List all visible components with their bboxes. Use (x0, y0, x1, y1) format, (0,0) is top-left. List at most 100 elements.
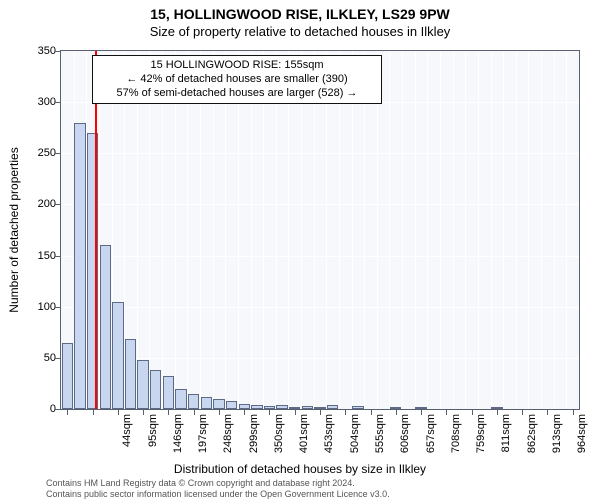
bar (226, 401, 237, 409)
gridline-v (200, 51, 201, 409)
gridline-v (389, 51, 390, 409)
x-tick-label: 453sqm (323, 414, 335, 464)
x-tick-mark (269, 410, 270, 415)
gridline-v (326, 51, 327, 409)
bar (239, 404, 250, 409)
gridline-v (554, 51, 555, 409)
x-tick-label: 913sqm (551, 414, 563, 464)
x-tick-mark (320, 410, 321, 415)
gridline-h (61, 153, 579, 154)
gridline-v (288, 51, 289, 409)
bar (150, 370, 161, 409)
x-tick-mark (93, 410, 94, 415)
bar (314, 407, 325, 409)
y-tick-mark (55, 358, 60, 359)
x-tick-mark (522, 410, 523, 415)
gridline-v (453, 51, 454, 409)
gridline-v (187, 51, 188, 409)
y-tick-label: 300 (16, 96, 56, 108)
bar (74, 123, 85, 409)
y-tick-label: 150 (16, 250, 56, 262)
gridline-v (491, 51, 492, 409)
gridline-v (516, 51, 517, 409)
gridline-v (352, 51, 353, 409)
gridline-v (137, 51, 138, 409)
bar (175, 389, 186, 409)
y-tick-mark (55, 409, 60, 410)
bar (390, 407, 401, 409)
gridline-v (251, 51, 252, 409)
gridline-v (175, 51, 176, 409)
x-tick-mark (446, 410, 447, 415)
y-tick-label: 250 (16, 147, 56, 159)
bar (188, 394, 199, 409)
y-tick-label: 0 (16, 403, 56, 415)
gridline-v (314, 51, 315, 409)
annotation-line3: 57% of semi-detached houses are larger (… (99, 87, 375, 101)
x-tick-mark (421, 410, 422, 415)
bar (201, 397, 212, 409)
gridline-v (427, 51, 428, 409)
gridline-v (263, 51, 264, 409)
annotation-line2: ← 42% of detached houses are smaller (39… (99, 73, 375, 87)
gridline-v (238, 51, 239, 409)
gridline-v (149, 51, 150, 409)
x-tick-mark (573, 410, 574, 415)
x-tick-mark (168, 410, 169, 415)
gridline-v (276, 51, 277, 409)
y-tick-mark (55, 153, 60, 154)
gridline-v (377, 51, 378, 409)
y-tick-mark (55, 307, 60, 308)
gridline-v (465, 51, 466, 409)
bar (62, 343, 73, 409)
gridline-v (339, 51, 340, 409)
y-tick-mark (55, 102, 60, 103)
x-tick-label: 555sqm (374, 414, 386, 464)
bar (251, 405, 262, 409)
gridline-v (440, 51, 441, 409)
x-tick-mark (345, 410, 346, 415)
x-tick-label: 248sqm (222, 414, 234, 464)
x-tick-mark (396, 410, 397, 415)
x-tick-mark (244, 410, 245, 415)
attribution-line-2: Contains public sector information licen… (46, 489, 390, 499)
gridline-v (162, 51, 163, 409)
gridline-h (61, 256, 579, 257)
bar (276, 405, 287, 409)
bar (352, 406, 363, 409)
gridline-v (213, 51, 214, 409)
bar (264, 406, 275, 409)
x-tick-label: 759sqm (475, 414, 487, 464)
y-tick-label: 50 (16, 352, 56, 364)
gridline-h (61, 307, 579, 308)
x-tick-label: 504sqm (349, 414, 361, 464)
x-tick-mark (118, 410, 119, 415)
x-tick-label: 811sqm (500, 414, 512, 464)
x-tick-mark (547, 410, 548, 415)
x-tick-label: 862sqm (526, 414, 538, 464)
x-tick-label: 299sqm (248, 414, 260, 464)
bar (163, 376, 174, 409)
x-tick-label: 401sqm (298, 414, 310, 464)
gridline-h (61, 358, 579, 359)
x-tick-label: 95sqm (147, 414, 159, 464)
bar (327, 405, 338, 409)
x-tick-mark (67, 410, 68, 415)
x-tick-mark (472, 410, 473, 415)
gridline-v (415, 51, 416, 409)
y-tick-label: 200 (16, 198, 56, 210)
gridline-v (478, 51, 479, 409)
bar (213, 399, 224, 409)
bar (125, 339, 136, 409)
x-tick-mark (497, 410, 498, 415)
x-tick-mark (371, 410, 372, 415)
y-tick-label: 100 (16, 301, 56, 313)
gridline-v (503, 51, 504, 409)
bar (415, 407, 426, 409)
x-tick-label: 350sqm (273, 414, 285, 464)
annotation-box: 15 HOLLINGWOOD RISE: 155sqm ← 42% of det… (92, 55, 382, 104)
y-tick-label: 350 (16, 45, 56, 57)
x-tick-label: 708sqm (450, 414, 462, 464)
gridline-h (61, 204, 579, 205)
x-tick-label: 44sqm (121, 414, 133, 464)
